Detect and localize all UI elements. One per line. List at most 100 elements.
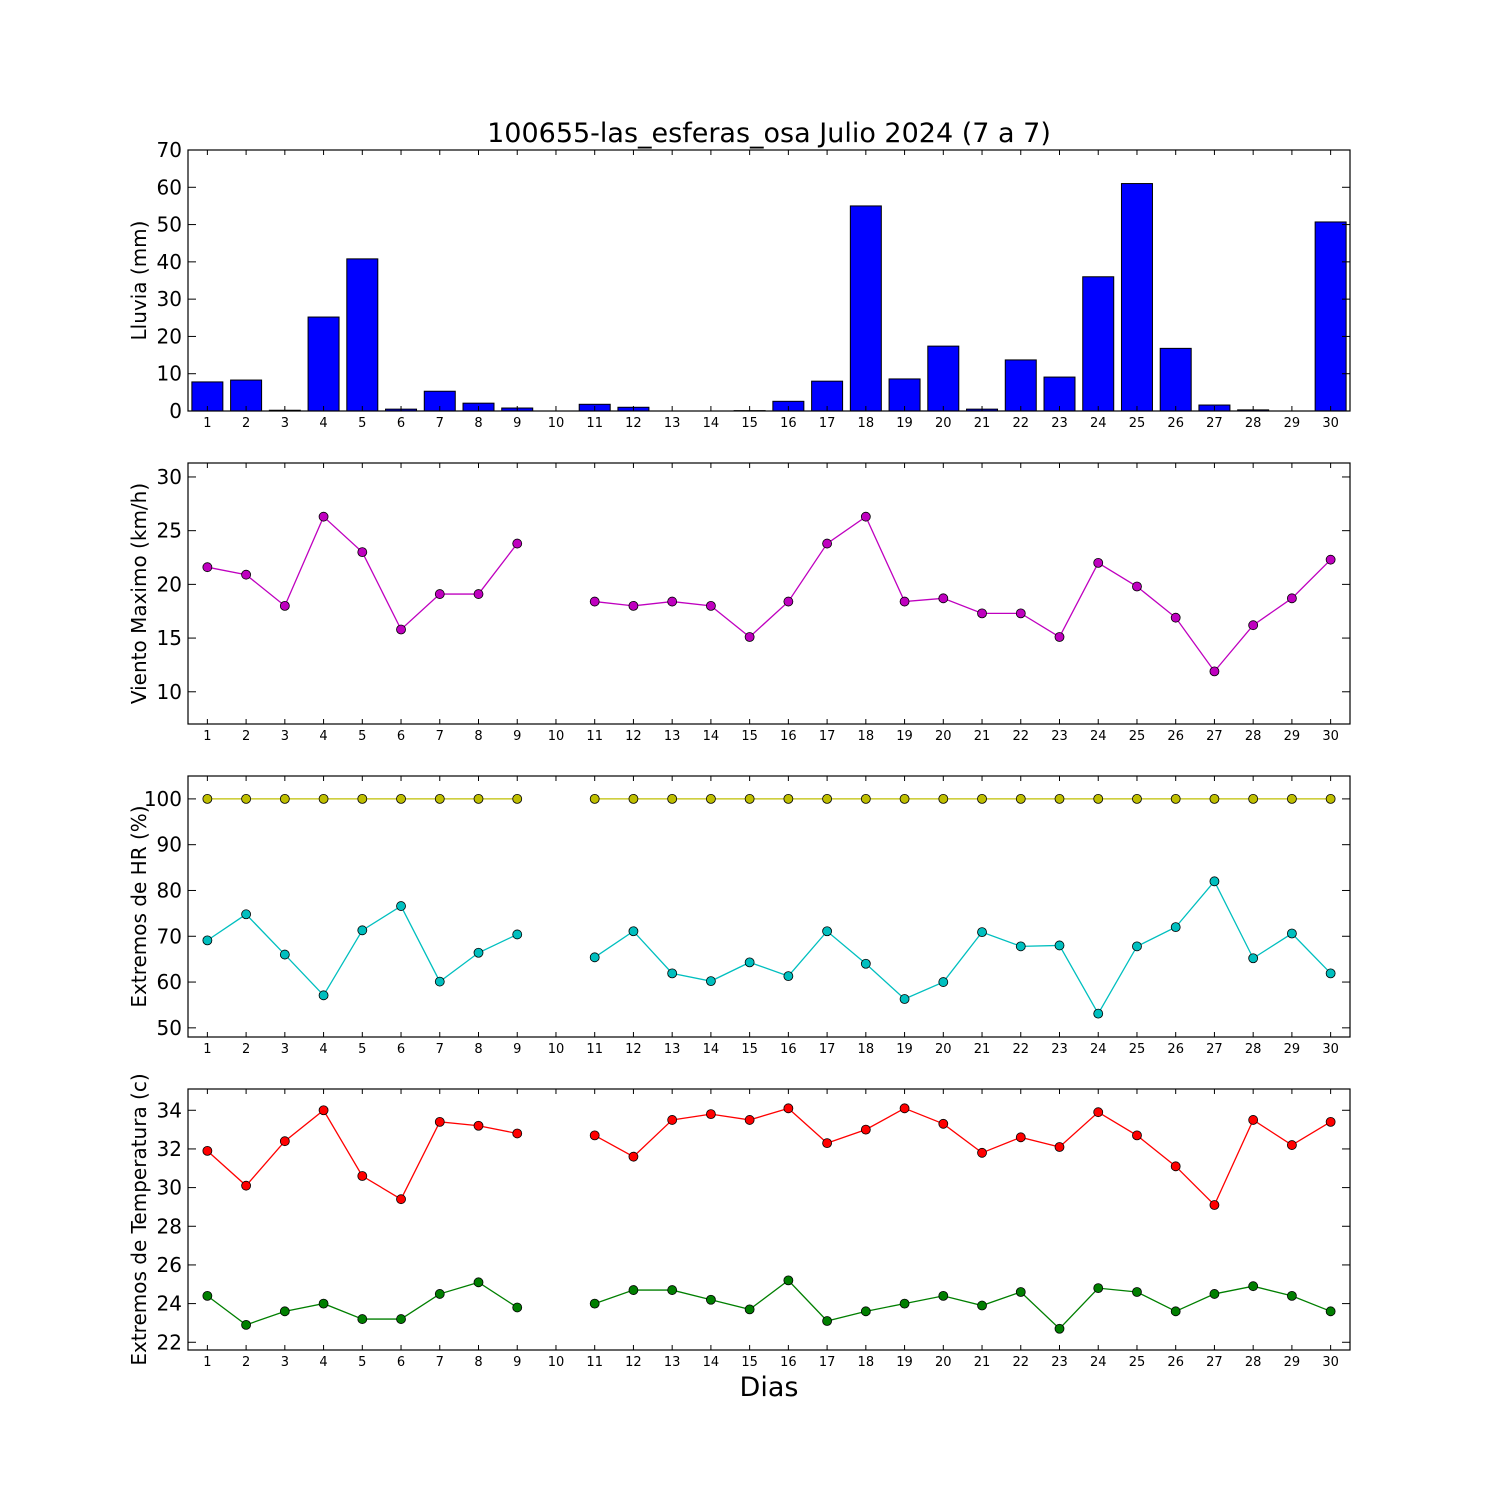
data-point: [512, 793, 523, 804]
x-tick-label: 9: [513, 729, 521, 744]
data-point: [318, 1298, 329, 1309]
data-point: [1054, 1323, 1065, 1334]
x-tick-label: 15: [741, 729, 758, 744]
data-point: [1170, 793, 1181, 804]
data-point: [1209, 666, 1220, 677]
y-axis-label: Extremos de HR (%): [127, 805, 151, 1007]
y-tick-label: 50: [157, 213, 182, 237]
data-point: [202, 793, 213, 804]
bar: [1120, 183, 1153, 412]
x-tick-label: 11: [586, 729, 603, 744]
data-point: [1287, 593, 1297, 604]
data-point: [473, 589, 484, 599]
x-tick-label: 20: [935, 416, 952, 431]
x-tick-label: 21: [974, 1042, 991, 1057]
x-tick-label: 15: [741, 416, 758, 431]
x-tick-label: 25: [1129, 416, 1146, 431]
x-tick-label: 5: [358, 1355, 366, 1370]
x-tick-label: 12: [625, 1042, 642, 1057]
data-point: [589, 1298, 600, 1309]
x-tick-label: 1: [203, 1042, 211, 1057]
data-point: [318, 793, 329, 804]
data-point: [628, 1151, 639, 1162]
x-tick-label: 3: [281, 416, 289, 431]
data-point: [357, 547, 368, 558]
x-tick-label: 10: [548, 1355, 565, 1370]
x-tick-label: 2: [242, 1042, 250, 1057]
data-point: [628, 1285, 639, 1295]
data-point: [1015, 1132, 1026, 1143]
data-point: [938, 593, 949, 604]
data-point: [1170, 612, 1181, 623]
x-tick-label: 14: [703, 1042, 720, 1057]
x-tick-label: 7: [436, 1355, 444, 1370]
x-tick-label: 24: [1090, 1355, 1107, 1370]
data-point: [396, 793, 406, 804]
data-point: [706, 600, 716, 611]
data-point: [899, 1298, 910, 1309]
x-tick-label: 16: [780, 729, 797, 744]
bar: [1004, 359, 1037, 412]
x-tick-label: 6: [397, 1355, 405, 1370]
bar: [230, 379, 263, 412]
x-tick-label: 8: [474, 1355, 482, 1370]
y-tick-label: 0: [169, 399, 182, 423]
x-tick-label: 19: [896, 416, 913, 431]
bar: [1043, 376, 1076, 412]
x-tick-label: 29: [1284, 1042, 1301, 1057]
data-point: [977, 1300, 987, 1311]
x-tick-label: 4: [319, 416, 327, 431]
data-point: [1170, 1161, 1181, 1172]
data-point: [279, 1136, 290, 1147]
x-tick-label: 25: [1129, 1042, 1146, 1057]
x-tick-label: 27: [1206, 416, 1223, 431]
data-point: [512, 929, 523, 940]
x-tick-label: 13: [664, 1042, 681, 1057]
data-point: [241, 909, 252, 920]
data-point: [783, 971, 794, 981]
data-point: [899, 994, 910, 1004]
data-point: [667, 968, 678, 979]
data-point: [1093, 1107, 1104, 1118]
data-point: [241, 1180, 252, 1191]
x-tick-label: 5: [358, 1042, 366, 1057]
y-tick-label: 10: [157, 362, 182, 386]
data-point: [357, 1171, 368, 1181]
series-line-2: [594, 880, 1332, 1015]
data-point: [279, 600, 290, 611]
bar: [1159, 347, 1192, 412]
x-tick-label: 18: [858, 1042, 875, 1057]
data-point: [822, 538, 832, 549]
plot-frame: [187, 775, 1351, 1038]
data-point: [977, 927, 987, 938]
bar: [927, 345, 960, 412]
x-tick-label: 23: [1051, 416, 1068, 431]
data-point: [318, 511, 329, 522]
data-point: [1054, 940, 1065, 951]
plot-frame: [187, 149, 1351, 412]
data-point: [1248, 1115, 1259, 1125]
x-tick-label: 9: [513, 1355, 521, 1370]
data-point: [822, 1316, 832, 1326]
y-tick-label: 30: [157, 1176, 182, 1200]
data-point: [434, 589, 445, 599]
data-point: [667, 596, 678, 607]
data-point: [783, 1103, 794, 1114]
bar: [1082, 276, 1115, 412]
x-tick-label: 30: [1322, 416, 1339, 431]
data-point: [1132, 941, 1142, 952]
x-tick-label: 23: [1051, 729, 1068, 744]
data-point: [1132, 1287, 1142, 1297]
x-tick-label: 22: [1012, 1355, 1029, 1370]
x-tick-label: 11: [586, 1042, 603, 1057]
x-tick-label: 8: [474, 416, 482, 431]
data-point: [1093, 557, 1104, 568]
x-tick-label: 21: [974, 729, 991, 744]
x-tick-label: 26: [1167, 1355, 1184, 1370]
data-point: [1093, 793, 1104, 804]
y-axis-label: Lluvia (mm): [127, 221, 151, 341]
x-tick-label: 16: [780, 1355, 797, 1370]
data-point: [667, 1285, 678, 1295]
x-tick-label: 10: [548, 729, 565, 744]
data-point: [706, 1294, 716, 1305]
